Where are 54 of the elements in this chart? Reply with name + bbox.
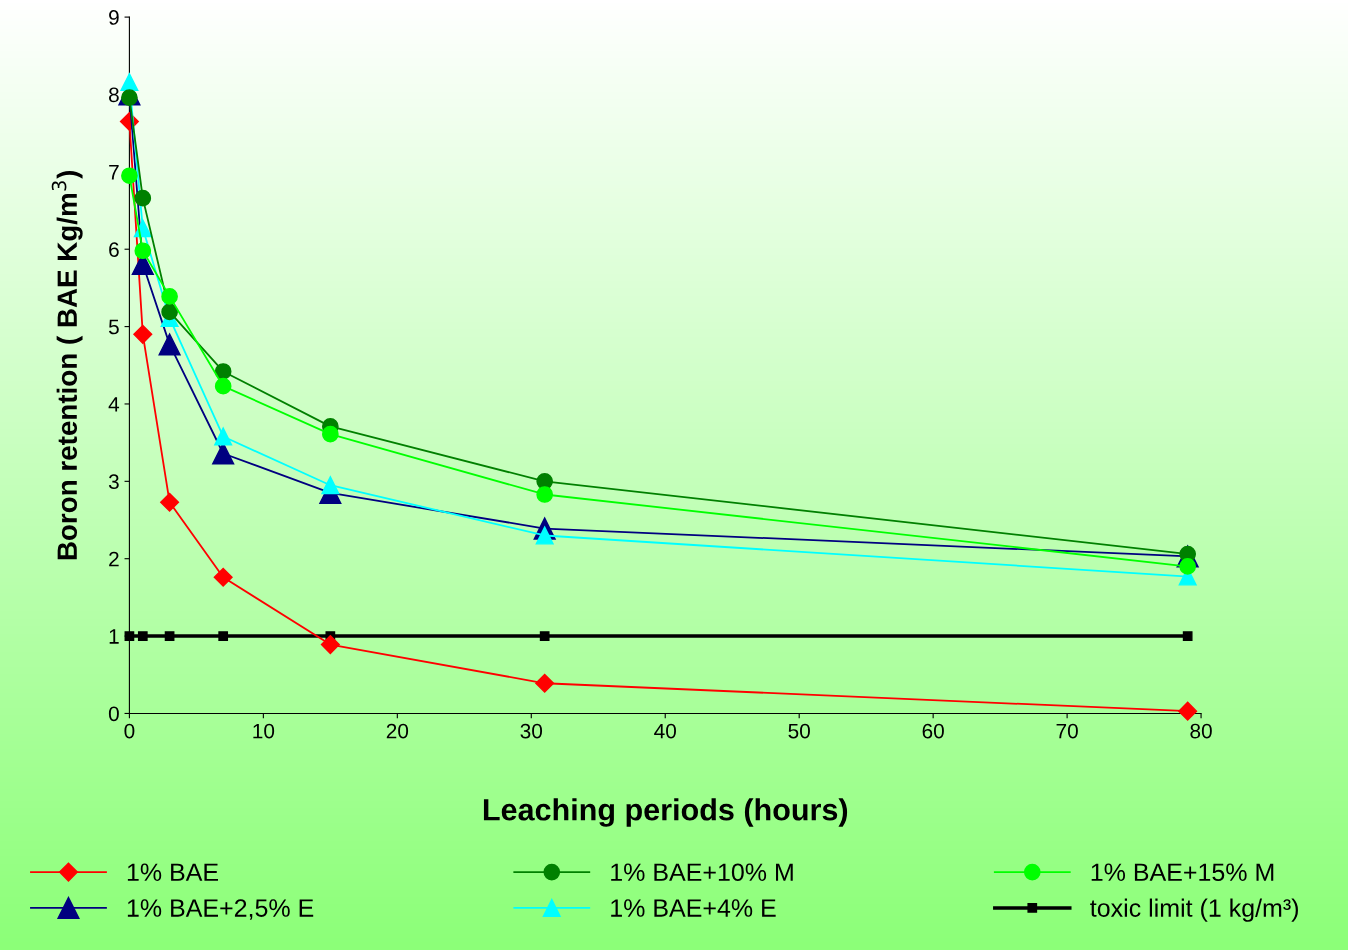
x-tick-label: 0 [124, 723, 135, 739]
point [218, 631, 229, 641]
point [539, 631, 550, 641]
point [133, 324, 153, 344]
y-tick-label: 0 [108, 706, 119, 722]
point [134, 242, 152, 260]
point [320, 635, 340, 655]
point [322, 425, 339, 443]
x-tick-label: 60 [922, 723, 944, 739]
legend-label: 1% BAE [127, 863, 218, 881]
point [214, 427, 233, 446]
point [124, 631, 135, 641]
y-tick-label: 2 [109, 551, 119, 567]
y-tick-label: 4 [108, 397, 120, 412]
point [321, 476, 340, 495]
point [1178, 701, 1198, 721]
point [213, 567, 233, 587]
point [536, 486, 554, 503]
point [212, 442, 235, 465]
point [1182, 631, 1193, 641]
y-tick-label: 3 [108, 474, 119, 490]
point [121, 89, 138, 106]
x-tick-label: 80 [1190, 723, 1212, 739]
x-tick-label: 70 [1056, 723, 1078, 739]
point [120, 73, 139, 92]
legend-label: toxic limit (1 kg/m³) [1090, 898, 1298, 922]
point [121, 167, 138, 185]
point [158, 333, 181, 356]
y-axis-title: Boron retention ( BAE Kg/m$^{3}$) [51, 171, 83, 560]
legend-label: 1% BAE+15% M [1091, 863, 1274, 882]
point [134, 189, 152, 207]
y-tick-label: 9 [109, 10, 119, 25]
x-tick-label: 50 [788, 723, 810, 739]
legend-label: 1% BAE+10% M [611, 863, 793, 882]
point [1179, 558, 1197, 575]
x-tick-label: 20 [386, 723, 409, 739]
x-tick-label: 30 [520, 723, 543, 739]
y-tick-label: 6 [109, 242, 119, 257]
legend-label: 1% BAE+4% E [611, 899, 776, 917]
x-tick-label: 10 [253, 723, 275, 739]
x-axis-title: Leaching periods (hours) [483, 798, 848, 827]
legend-label: 1% BAE+2,5% E [127, 899, 314, 920]
point [164, 631, 175, 641]
point [161, 303, 178, 321]
point [137, 631, 148, 641]
point [214, 377, 232, 395]
point [161, 288, 178, 305]
y-tick-label: 8 [109, 87, 119, 103]
x-tick-label: 40 [654, 723, 677, 739]
y-tick-label: 7 [109, 165, 119, 180]
point [160, 492, 180, 512]
y-tick-label: 5 [108, 319, 119, 335]
y-tick-label: 1 [109, 629, 119, 644]
point [535, 673, 555, 693]
